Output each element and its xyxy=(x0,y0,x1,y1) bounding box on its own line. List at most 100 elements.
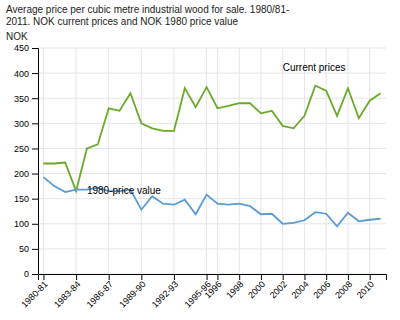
tick-label: 400 xyxy=(14,68,29,78)
tick-mark xyxy=(32,48,38,49)
tick-mark xyxy=(239,274,240,280)
tick: 1992-93 xyxy=(150,274,180,310)
series-line xyxy=(43,86,380,191)
tick-mark xyxy=(32,148,38,149)
grid-line xyxy=(260,48,261,274)
tick-label: 200 xyxy=(14,169,29,179)
grid-line xyxy=(43,48,44,274)
title: Average price per cubic metre industrial… xyxy=(6,4,289,27)
tick: 150 xyxy=(14,194,38,204)
tick-mark xyxy=(32,274,38,275)
grid xyxy=(38,48,386,274)
tick: 100 xyxy=(14,219,38,229)
chart: Average price per cubic metre industrial… xyxy=(0,0,400,320)
tick-mark xyxy=(32,73,38,74)
grid-line xyxy=(38,173,386,174)
tick: 2000 xyxy=(246,274,267,300)
tick-label: 300 xyxy=(14,119,29,129)
tick: 200 xyxy=(14,169,38,179)
grid-line xyxy=(326,48,327,274)
tick: 0 xyxy=(24,269,38,279)
tick-mark xyxy=(283,274,284,280)
tick-label: 250 xyxy=(14,144,29,154)
tick-mark xyxy=(141,274,142,280)
tick-mark xyxy=(348,274,349,280)
grid-line xyxy=(141,48,142,274)
tick: 2004 xyxy=(290,274,311,300)
tick-label: 100 xyxy=(14,219,29,229)
tick: 1986-87 xyxy=(85,274,115,310)
tick-label: 1998 xyxy=(224,279,245,300)
tick-mark xyxy=(326,274,327,280)
axis-line xyxy=(32,49,39,275)
tick-label: 2006 xyxy=(311,279,332,300)
tick: 350 xyxy=(14,94,38,104)
tick: 2006 xyxy=(311,274,332,300)
plot: 1980-811983-841986-871989-901992-931995-… xyxy=(14,43,387,309)
grid-line xyxy=(347,48,348,274)
tick-label: 0 xyxy=(24,269,29,279)
tick-mark xyxy=(76,274,77,280)
tick: 400 xyxy=(14,68,38,78)
tick: 2010 xyxy=(355,274,376,300)
axis-line xyxy=(39,275,387,281)
tick-label: 2004 xyxy=(290,279,311,300)
y-label: NOK xyxy=(6,31,28,42)
tick-label: 1986-87 xyxy=(85,279,115,309)
grid-line xyxy=(239,48,240,274)
tick: 1996 xyxy=(203,274,224,300)
tick-label: 1992-93 xyxy=(150,279,180,309)
tick: 250 xyxy=(14,144,38,154)
tick: 300 xyxy=(14,119,38,129)
tick-label: 1989-90 xyxy=(117,279,147,309)
tick-label: 1996 xyxy=(203,279,224,300)
tick-label: 450 xyxy=(14,43,29,53)
tick: 2008 xyxy=(333,274,354,300)
tick-label: 1983-84 xyxy=(52,279,82,309)
tick: 2002 xyxy=(268,274,289,300)
tick-mark xyxy=(109,274,110,280)
tick-mark xyxy=(370,274,371,280)
y-axis: 0 50 100 150 200 250 300 350 400 450 xyxy=(14,43,39,279)
tick-mark xyxy=(304,274,305,280)
tick: 1989-90 xyxy=(117,274,147,310)
annotation: 1980-price value xyxy=(87,185,161,196)
tick-mark xyxy=(217,274,218,280)
grid-line xyxy=(76,48,77,274)
tick-mark xyxy=(174,274,175,280)
grid-line xyxy=(206,48,207,274)
tick-mark xyxy=(207,274,208,280)
tick: 450 xyxy=(14,43,38,53)
tick-mark xyxy=(32,123,38,124)
tick-label: 350 xyxy=(14,94,29,104)
grid-line xyxy=(108,48,109,274)
tick: 50 xyxy=(19,244,38,254)
annotations: Current prices 1980-price value xyxy=(87,62,346,196)
tick: 1983-84 xyxy=(52,274,82,310)
x-axis: 1980-811983-841986-871989-901992-931995-… xyxy=(19,274,386,310)
tick: 1998 xyxy=(224,274,245,300)
series-line xyxy=(43,177,380,226)
grid-line xyxy=(38,248,386,249)
tick-label: 2000 xyxy=(246,279,267,300)
grid-line xyxy=(217,48,218,274)
grid-line xyxy=(173,48,174,274)
tick-label: 2010 xyxy=(355,279,376,300)
tick-label: 1980-81 xyxy=(19,279,49,309)
tick-mark xyxy=(43,274,44,280)
tick-label: 2002 xyxy=(268,279,289,300)
grid-line xyxy=(38,48,386,49)
tick-mark xyxy=(32,199,38,200)
series-group xyxy=(43,86,380,227)
tick-mark xyxy=(32,98,38,99)
tick-mark xyxy=(261,274,262,280)
tick-label: 150 xyxy=(14,194,29,204)
annotation: Current prices xyxy=(283,62,346,73)
tick-mark xyxy=(32,174,38,175)
grid-line xyxy=(304,48,305,274)
tick-mark xyxy=(32,224,38,225)
grid-line xyxy=(282,48,283,274)
tick-label: 2008 xyxy=(333,279,354,300)
tick-mark xyxy=(32,249,38,250)
grid-line xyxy=(38,123,386,124)
